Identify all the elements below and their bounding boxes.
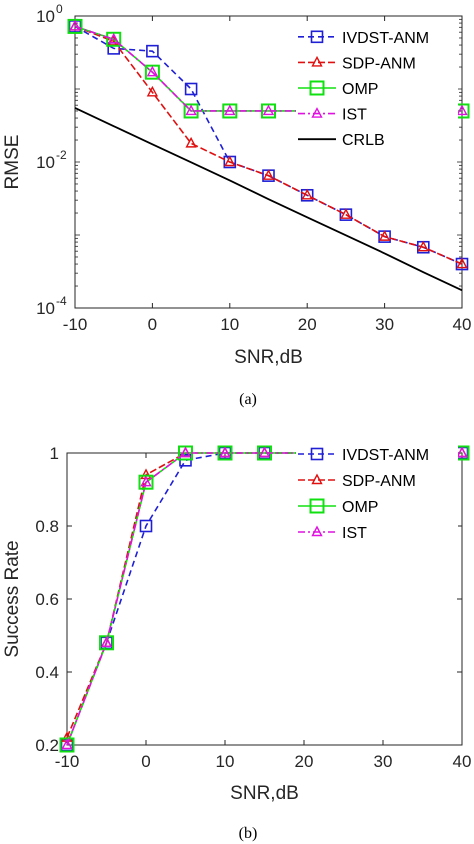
marker-triangle — [146, 65, 159, 77]
x-tick-label: 10 — [220, 315, 239, 334]
marker-triangle — [140, 475, 152, 487]
legend-label: IVDST-ANM — [342, 30, 429, 47]
marker-triangle — [185, 136, 197, 148]
series-line — [74, 25, 463, 265]
x-tick-label: -10 — [63, 315, 88, 334]
legend-label: CRLB — [342, 132, 385, 149]
y-tick-label: 10 — [36, 7, 55, 26]
legend-label: IVDST-ANM — [342, 447, 429, 464]
y-tick-label: 1 — [50, 444, 59, 463]
marker-triangle — [100, 636, 113, 647]
y-tick-label: 0.2 — [35, 736, 59, 755]
marker-square — [310, 30, 324, 44]
panel-caption: (b) — [239, 825, 258, 842]
marker-triangle — [417, 240, 429, 252]
y-tick-label: 0.8 — [35, 517, 59, 536]
marker-triangle — [301, 188, 313, 200]
legend-label: IST — [342, 107, 367, 124]
legend-label: IST — [342, 525, 367, 542]
legend-label: OMP — [342, 81, 378, 98]
legend: IVDST-ANM SDP-ANM OMP IST — [296, 441, 458, 545]
series-crlb — [74, 107, 463, 292]
y-axis-label: RMSE — [2, 135, 23, 190]
x-tick-label: 40 — [453, 752, 472, 771]
x-axis-label: SNR,dB — [230, 783, 299, 804]
marker-square — [106, 31, 122, 47]
marker-triangle — [311, 55, 323, 67]
marker-square — [59, 737, 75, 753]
y-tick-exponent: 0 — [56, 2, 63, 16]
marker-triangle — [224, 155, 236, 167]
y-tick-label: 0.6 — [35, 590, 59, 609]
series-line — [74, 107, 463, 292]
x-tick-label: 0 — [148, 315, 157, 334]
marker-triangle — [378, 230, 391, 241]
marker-square — [184, 82, 198, 96]
marker-square — [138, 474, 154, 490]
x-tick-label: 30 — [375, 315, 394, 334]
marker-triangle — [69, 19, 81, 31]
marker-triangle — [224, 104, 236, 116]
marker-square — [144, 64, 160, 80]
marker-triangle — [456, 446, 468, 458]
y-tick-label: 0.4 — [35, 663, 59, 682]
marker-triangle — [108, 32, 120, 44]
y-tick-label: 10 — [36, 299, 55, 318]
x-axis-label: SNR,dB — [234, 347, 303, 368]
marker-square — [99, 635, 114, 651]
marker-triangle — [262, 169, 275, 180]
marker-triangle — [146, 85, 159, 97]
y-tick-exponent: -2 — [56, 148, 67, 162]
x-tick-label: 10 — [216, 752, 235, 771]
x-tick-label: 40 — [453, 315, 472, 334]
legend: IVDST-ANM SDP-ANM OMP IST CRLB — [296, 24, 458, 152]
chart-panel-2: -10 0 10 20 30 40 0.2 0.4 0.6 0.8 1 SNR,dB Success R… — [2, 441, 471, 842]
x-tick-label: 20 — [295, 752, 314, 771]
marker-triangle — [179, 446, 192, 458]
y-tick-label: 10 — [36, 153, 55, 172]
marker-square — [146, 44, 159, 58]
marker-square — [67, 18, 83, 34]
x-tick-label: -10 — [55, 752, 80, 771]
marker-triangle — [456, 104, 468, 116]
marker-square — [139, 519, 153, 533]
marker-triangle — [262, 104, 275, 116]
marker-triangle — [258, 446, 271, 458]
y-axis-label: Success Rate — [2, 540, 23, 657]
x-tick-label: 0 — [141, 752, 150, 771]
marker-square — [310, 447, 324, 461]
marker-square — [309, 80, 325, 96]
marker-triangle — [340, 208, 352, 219]
marker-triangle — [185, 104, 197, 116]
legend-label: SDP-ANM — [342, 473, 416, 490]
legend-label: OMP — [342, 499, 378, 516]
x-tick-label: 30 — [374, 752, 393, 771]
y-tick-exponent: -4 — [56, 294, 67, 308]
x-tick-label: 20 — [298, 315, 317, 334]
marker-triangle — [311, 525, 323, 537]
marker-triangle — [61, 738, 73, 750]
marker-triangle — [219, 446, 231, 458]
marker-triangle — [311, 473, 323, 485]
panel-caption: (a) — [239, 391, 257, 408]
legend-label: SDP-ANM — [342, 55, 416, 72]
marker-triangle — [311, 107, 323, 118]
marker-triangle — [456, 257, 468, 269]
marker-square — [309, 498, 325, 514]
